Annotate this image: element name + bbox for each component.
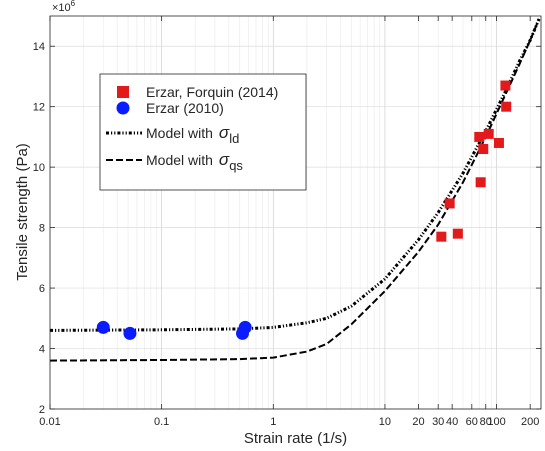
y-tick-label: 14	[33, 41, 45, 53]
x-tick-label: 40	[446, 416, 458, 428]
y-exponent-label: ×106	[52, 0, 76, 14]
square-marker	[444, 198, 455, 209]
square-marker	[500, 80, 511, 91]
square-marker	[483, 128, 494, 139]
square-marker	[478, 144, 489, 155]
legend-circle-marker	[116, 101, 130, 115]
square-marker	[493, 137, 504, 148]
square-marker	[475, 177, 486, 188]
model-line-ld	[50, 18, 541, 332]
legend-entry-label: Model with σqs	[146, 150, 243, 173]
circle-marker	[123, 326, 137, 340]
series-layer	[50, 18, 541, 362]
x-tick-label: 200	[521, 416, 539, 428]
y-exponent-base: ×10	[52, 2, 71, 14]
plot-frame	[49, 15, 542, 410]
y-exponent-power: 6	[71, 0, 76, 8]
x-tick-label: 60	[466, 416, 478, 428]
y-tick-label: 12	[33, 102, 45, 114]
model-line-qs	[50, 18, 540, 362]
x-tick-label: 1	[270, 416, 276, 428]
legend-entry-label: Erzar (2010)	[146, 100, 224, 116]
legend-entry-label: Erzar, Forquin (2014)	[146, 84, 278, 100]
y-axis-label: Tensile strength (Pa)	[14, 143, 31, 281]
x-tick-label: 0.01	[39, 416, 60, 428]
legend-square-marker	[117, 86, 129, 98]
square-marker	[452, 228, 463, 239]
square-marker	[436, 231, 447, 242]
x-tick-label: 30	[432, 416, 444, 428]
x-tick-label: 80	[480, 416, 492, 428]
y-tick-label: 6	[39, 283, 45, 295]
legend-entry-label: Model with σld	[146, 123, 239, 146]
x-tick-label: 20	[412, 416, 424, 428]
x-tick-label: 10	[379, 416, 391, 428]
y-tick-label: 2	[39, 404, 45, 416]
y-tick-label: 10	[33, 162, 45, 174]
y-tick-label: 8	[39, 223, 45, 235]
square-marker	[474, 131, 485, 142]
x-tick-label: 100	[487, 416, 505, 428]
square-marker	[501, 101, 512, 112]
circle-marker	[238, 320, 252, 334]
circle-marker	[96, 320, 110, 334]
x-tick-label: 0.1	[154, 416, 169, 428]
y-tick-label: 4	[39, 344, 45, 356]
x-axis-label: Strain rate (1/s)	[244, 430, 347, 447]
legend: Erzar, Forquin (2014)Erzar (2010) Model w…	[99, 73, 307, 191]
